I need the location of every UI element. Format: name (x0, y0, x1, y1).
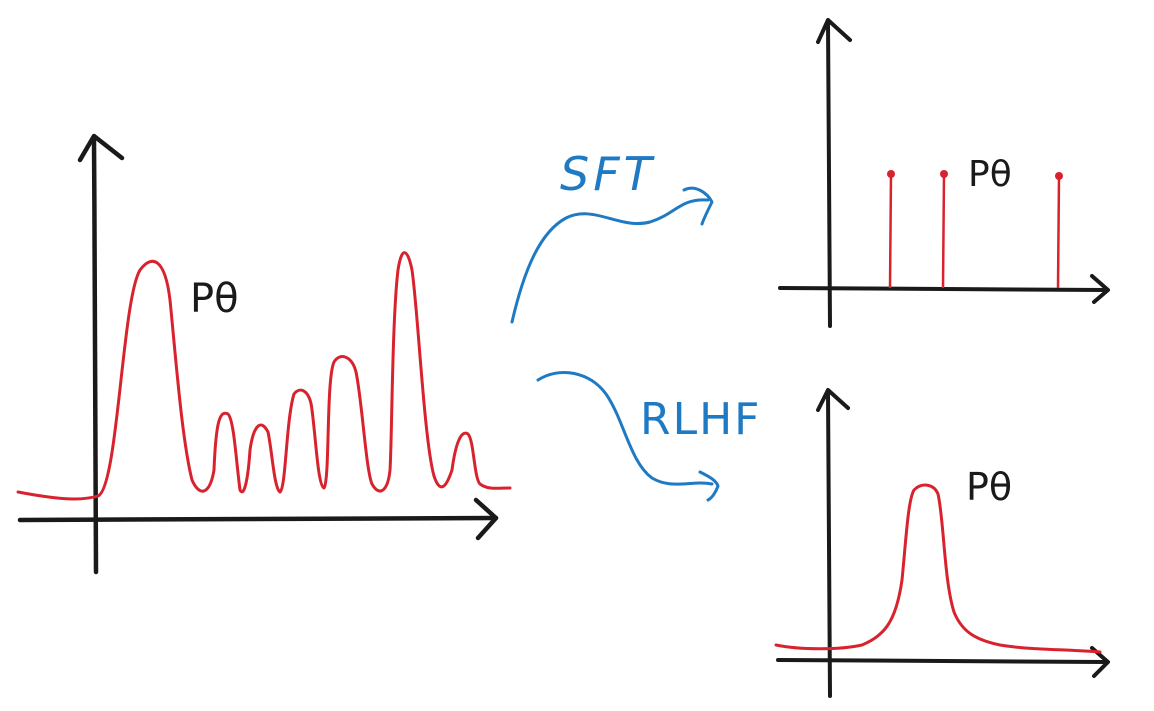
sft-arrowhead (682, 186, 714, 226)
pretrained-panel: Pθ (16, 133, 512, 575)
pretrained-density-label: Pθ (190, 276, 239, 322)
pretrained-x-axis (17, 515, 499, 523)
sft-spike-3 (1056, 175, 1061, 289)
sft-y-axis (826, 20, 832, 328)
sft-axes (778, 18, 1110, 328)
sft-spike-tips (887, 170, 1063, 180)
sft-spike-tip-3 (1055, 172, 1063, 180)
rlhf-arrow (536, 371, 714, 486)
sft-spike-1 (888, 173, 893, 289)
rlhf-axes (776, 388, 1110, 698)
rlhf-label: RLHF (640, 394, 761, 445)
sft-density-label: Pθ (968, 154, 1012, 195)
rlhf-transition: RLHF (536, 371, 761, 502)
rlhf-y-axis (826, 390, 832, 698)
sft-spike-tip-1 (887, 170, 895, 178)
pretrained-density-curve (16, 251, 512, 501)
rlhf-density-label: Pθ (966, 465, 1012, 509)
sft-x-axis (778, 286, 1108, 292)
pretrained-x-arrowhead (473, 497, 499, 541)
rlhf-arrowhead (698, 470, 720, 502)
rlhf-y-arrowhead (816, 388, 850, 412)
pretrained-y-axis (91, 137, 99, 575)
sft-arrow (510, 198, 710, 324)
sft-spike-2 (941, 173, 946, 289)
rlhf-x-axis (776, 658, 1108, 664)
sft-spikes (888, 173, 1061, 289)
sft-x-arrowhead (1090, 274, 1110, 304)
rlhf-panel: Pθ (774, 388, 1110, 698)
sft-y-arrowhead (816, 18, 852, 44)
sft-label: SFT (560, 147, 656, 201)
sft-spike-tip-2 (940, 170, 948, 178)
sft-panel: Pθ (778, 18, 1110, 328)
sft-transition: SFT (510, 147, 714, 324)
rlhf-density-curve (774, 483, 1102, 654)
pretrained-axes (17, 133, 499, 575)
pretrained-y-arrowhead (77, 133, 125, 163)
